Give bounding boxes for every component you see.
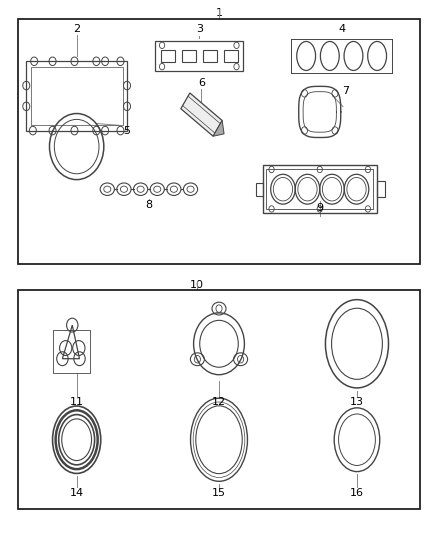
Text: 13: 13 <box>350 398 364 407</box>
Text: 14: 14 <box>70 488 84 498</box>
Text: 15: 15 <box>212 488 226 498</box>
Text: 12: 12 <box>212 398 226 407</box>
Text: 10: 10 <box>190 280 204 290</box>
Text: 4: 4 <box>338 25 345 34</box>
Polygon shape <box>181 93 222 136</box>
Text: 6: 6 <box>198 78 205 87</box>
Polygon shape <box>213 120 224 136</box>
Text: 1: 1 <box>215 8 223 18</box>
Text: 8: 8 <box>145 200 152 210</box>
Text: 5: 5 <box>124 126 131 135</box>
Text: 7: 7 <box>343 86 350 95</box>
Text: 11: 11 <box>70 398 84 407</box>
Text: 3: 3 <box>196 25 203 34</box>
Text: 9: 9 <box>316 203 323 213</box>
Text: 2: 2 <box>73 25 80 34</box>
Text: 16: 16 <box>350 488 364 498</box>
